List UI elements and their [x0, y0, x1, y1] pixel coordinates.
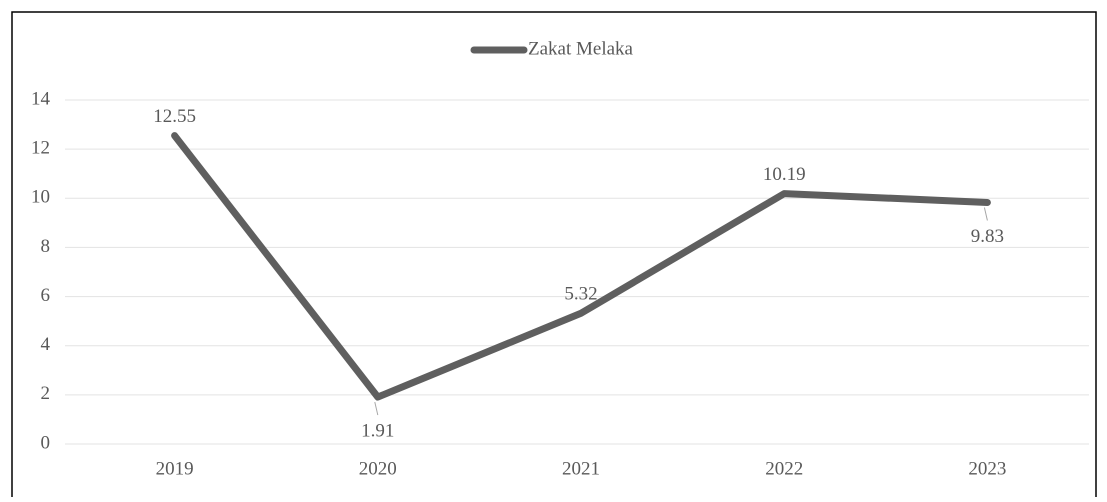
data-label: 1.91	[361, 420, 394, 441]
data-label: 12.55	[153, 106, 196, 127]
leader-line	[374, 401, 379, 416]
chart-border	[11, 11, 1097, 502]
y-tick-label: 12	[31, 138, 50, 159]
x-tick-label: 2019	[156, 458, 194, 479]
x-tick-label: 2022	[765, 458, 803, 479]
y-tick-label: 2	[41, 383, 51, 404]
data-label: 5.32	[564, 284, 597, 305]
legend-label: Zakat Melaka	[528, 38, 634, 59]
y-tick-label: 4	[41, 334, 51, 355]
y-tick-label: 14	[31, 88, 51, 109]
y-tick-label: 10	[31, 187, 50, 208]
leader-line	[983, 207, 988, 221]
data-label: 10.19	[763, 164, 806, 185]
x-tick-label: 2023	[968, 458, 1006, 479]
x-tick-label: 2020	[359, 458, 397, 479]
x-tick-label: 2021	[562, 458, 600, 479]
y-tick-label: 0	[41, 432, 51, 453]
y-tick-label: 8	[41, 236, 51, 257]
data-label: 9.83	[971, 226, 1004, 247]
y-tick-label: 6	[41, 285, 51, 306]
series-line	[171, 132, 991, 401]
